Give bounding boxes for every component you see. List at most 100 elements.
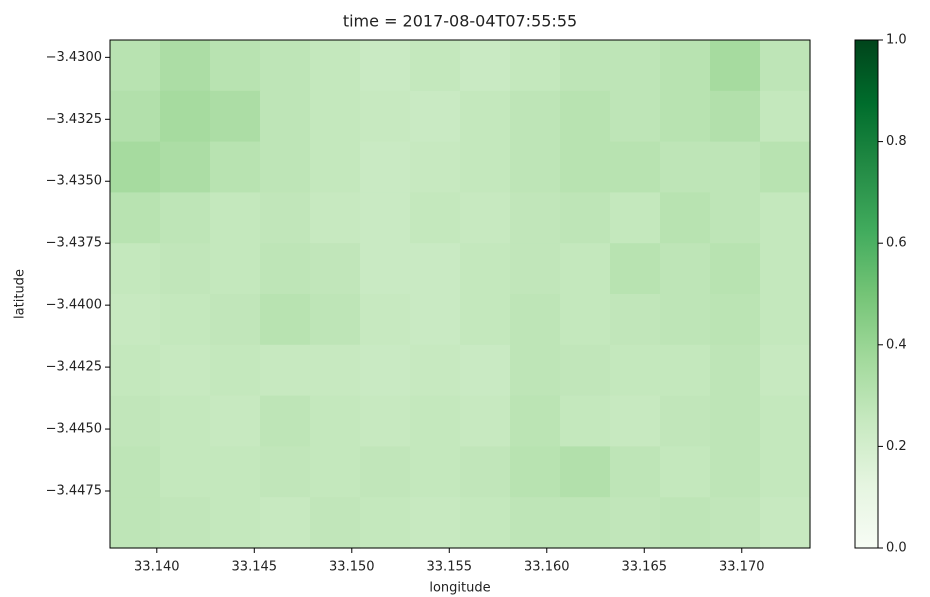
heatmap-cell bbox=[660, 446, 711, 497]
heatmap-cell bbox=[160, 497, 211, 548]
heatmap-cell bbox=[160, 40, 211, 91]
heatmap-cell bbox=[210, 192, 261, 243]
heatmap-cell bbox=[260, 243, 311, 294]
heatmap-cell bbox=[410, 396, 461, 447]
heatmap-cell bbox=[510, 396, 561, 447]
heatmap-cell bbox=[510, 294, 561, 345]
heatmap-cell bbox=[460, 446, 511, 497]
heatmap-cell bbox=[110, 446, 161, 497]
heatmap-cell bbox=[460, 142, 511, 193]
heatmap-cell bbox=[660, 91, 711, 142]
heatmap-cell bbox=[660, 243, 711, 294]
heatmap-cell bbox=[760, 294, 811, 345]
heatmap-cell bbox=[660, 142, 711, 193]
heatmap-cell bbox=[410, 497, 461, 548]
heatmap-cell bbox=[660, 345, 711, 396]
heatmap-cell bbox=[410, 446, 461, 497]
heatmap-cell bbox=[410, 294, 461, 345]
heatmap-cell bbox=[110, 294, 161, 345]
heatmap-cell bbox=[360, 91, 411, 142]
heatmap-cell bbox=[110, 396, 161, 447]
heatmap-cell bbox=[260, 345, 311, 396]
heatmap-cell bbox=[310, 142, 361, 193]
heatmap-cell bbox=[410, 40, 461, 91]
heatmap-cell bbox=[560, 192, 611, 243]
heatmap-cell bbox=[710, 294, 761, 345]
heatmap-cell bbox=[360, 497, 411, 548]
heatmap-cell bbox=[210, 91, 261, 142]
heatmap-cell bbox=[210, 497, 261, 548]
heatmap-cell bbox=[410, 345, 461, 396]
heatmap-cell bbox=[760, 91, 811, 142]
y-tick-label: −3.4325 bbox=[46, 112, 102, 127]
y-tick-label: −3.4475 bbox=[46, 484, 102, 499]
heatmap-cell bbox=[760, 497, 811, 548]
heatmap-cell bbox=[310, 396, 361, 447]
heatmap-cell bbox=[710, 396, 761, 447]
colorbar-tick-label: 0.4 bbox=[886, 337, 907, 352]
heatmap-cell bbox=[560, 142, 611, 193]
heatmap-cell bbox=[710, 497, 761, 548]
heatmap-cell bbox=[510, 142, 561, 193]
heatmap-cell bbox=[360, 294, 411, 345]
heatmap-cell bbox=[710, 446, 761, 497]
heatmap-cell bbox=[210, 40, 261, 91]
x-tick-label: 33.155 bbox=[427, 560, 473, 575]
heatmap-cell bbox=[160, 294, 211, 345]
heatmap-cell bbox=[310, 91, 361, 142]
x-axis-label: longitude bbox=[429, 581, 490, 596]
heatmap-cell bbox=[510, 446, 561, 497]
y-tick-label: −3.4400 bbox=[46, 298, 102, 313]
heatmap-cell bbox=[610, 243, 661, 294]
heatmap-cell bbox=[360, 192, 411, 243]
heatmap-cell bbox=[660, 497, 711, 548]
x-tick-label: 33.150 bbox=[329, 560, 375, 575]
colorbar-tick-label: 0.2 bbox=[886, 439, 907, 454]
heatmap-cell bbox=[560, 40, 611, 91]
y-tick-label: −3.4300 bbox=[46, 50, 102, 65]
colorbar-tick-label: 0.6 bbox=[886, 236, 907, 251]
heatmap-cell bbox=[360, 243, 411, 294]
heatmap-cell bbox=[560, 345, 611, 396]
heatmap-cell bbox=[510, 243, 561, 294]
heatmap-cell bbox=[610, 142, 661, 193]
heatmap-cell bbox=[260, 192, 311, 243]
heatmap-cell bbox=[660, 396, 711, 447]
page: time = 2017-08-04T07:55:55 longitude lat… bbox=[0, 0, 930, 597]
heatmap-cell bbox=[260, 497, 311, 548]
heatmap-cell bbox=[760, 192, 811, 243]
heatmap-cell bbox=[310, 345, 361, 396]
heatmap-cell bbox=[110, 91, 161, 142]
heatmap-cell bbox=[260, 40, 311, 91]
heatmap-cell bbox=[160, 142, 211, 193]
x-tick-label: 33.165 bbox=[622, 560, 668, 575]
colorbar-tick-label: 0.0 bbox=[886, 541, 907, 556]
heatmap-cell bbox=[560, 446, 611, 497]
heatmap-cell bbox=[310, 294, 361, 345]
x-tick-label: 33.140 bbox=[134, 560, 180, 575]
chart-title: time = 2017-08-04T07:55:55 bbox=[343, 12, 577, 31]
heatmap-cell bbox=[760, 446, 811, 497]
heatmap-cell bbox=[260, 142, 311, 193]
heatmap-cell bbox=[760, 40, 811, 91]
heatmap-cell bbox=[760, 142, 811, 193]
heatmap-cell bbox=[210, 142, 261, 193]
heatmap-cell bbox=[710, 192, 761, 243]
heatmap-cell bbox=[360, 40, 411, 91]
heatmap-cell bbox=[510, 40, 561, 91]
heatmap-cell bbox=[360, 446, 411, 497]
y-tick-label: −3.4375 bbox=[46, 236, 102, 251]
x-tick-label: 33.160 bbox=[524, 560, 570, 575]
heatmap-cell bbox=[160, 396, 211, 447]
heatmap-cell bbox=[410, 91, 461, 142]
heatmap-cell bbox=[160, 345, 211, 396]
heatmap-cell bbox=[510, 91, 561, 142]
heatmap-cell bbox=[210, 243, 261, 294]
heatmap-cell bbox=[610, 345, 661, 396]
chart: time = 2017-08-04T07:55:55 longitude lat… bbox=[0, 0, 930, 597]
heatmap-cell bbox=[310, 40, 361, 91]
heatmap-cell bbox=[310, 497, 361, 548]
heatmap-cell bbox=[660, 192, 711, 243]
heatmap-cell bbox=[610, 396, 661, 447]
y-tick-label: −3.4450 bbox=[46, 422, 102, 437]
